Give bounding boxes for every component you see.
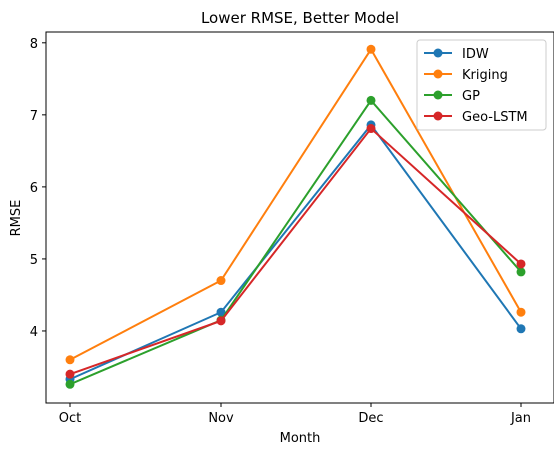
x-tick-label: Oct (59, 411, 81, 426)
data-point (217, 316, 226, 325)
data-point (367, 124, 376, 133)
y-tick-label: 5 (30, 253, 38, 268)
x-tick-label: Nov (208, 411, 234, 426)
x-axis: Oct Nov Dec Jan (59, 403, 531, 426)
legend-label: GP (462, 89, 480, 104)
y-tick-label: 4 (30, 325, 38, 340)
series-line (70, 125, 521, 379)
data-point (66, 380, 75, 389)
y-axis: 4 5 6 7 8 (30, 37, 46, 340)
chart-title: Lower RMSE, Better Model (201, 9, 399, 27)
legend: IDW Kriging GP Geo-LSTM (417, 40, 546, 130)
x-axis-label: Month (280, 431, 321, 446)
y-tick-label: 6 (30, 181, 38, 196)
data-point (517, 308, 526, 317)
data-point (217, 276, 226, 285)
series-line (70, 100, 521, 384)
data-point (367, 96, 376, 105)
legend-marker (434, 49, 443, 58)
data-point (367, 45, 376, 54)
data-point (66, 370, 75, 379)
y-tick-label: 7 (30, 109, 38, 124)
series-idw (66, 120, 526, 383)
legend-marker (434, 112, 443, 121)
legend-label: IDW (462, 47, 489, 62)
data-point (517, 259, 526, 268)
y-tick-label: 8 (30, 37, 38, 52)
x-tick-label: Dec (358, 411, 383, 426)
x-tick-label: Jan (510, 411, 531, 426)
series-geo-lstm (66, 124, 526, 379)
legend-label: Geo-LSTM (462, 110, 528, 125)
legend-marker (434, 91, 443, 100)
data-point (517, 267, 526, 276)
data-point (66, 355, 75, 364)
y-axis-label: RMSE (9, 200, 24, 237)
legend-marker (434, 70, 443, 79)
legend-label: Kriging (462, 68, 508, 83)
data-point (517, 324, 526, 333)
